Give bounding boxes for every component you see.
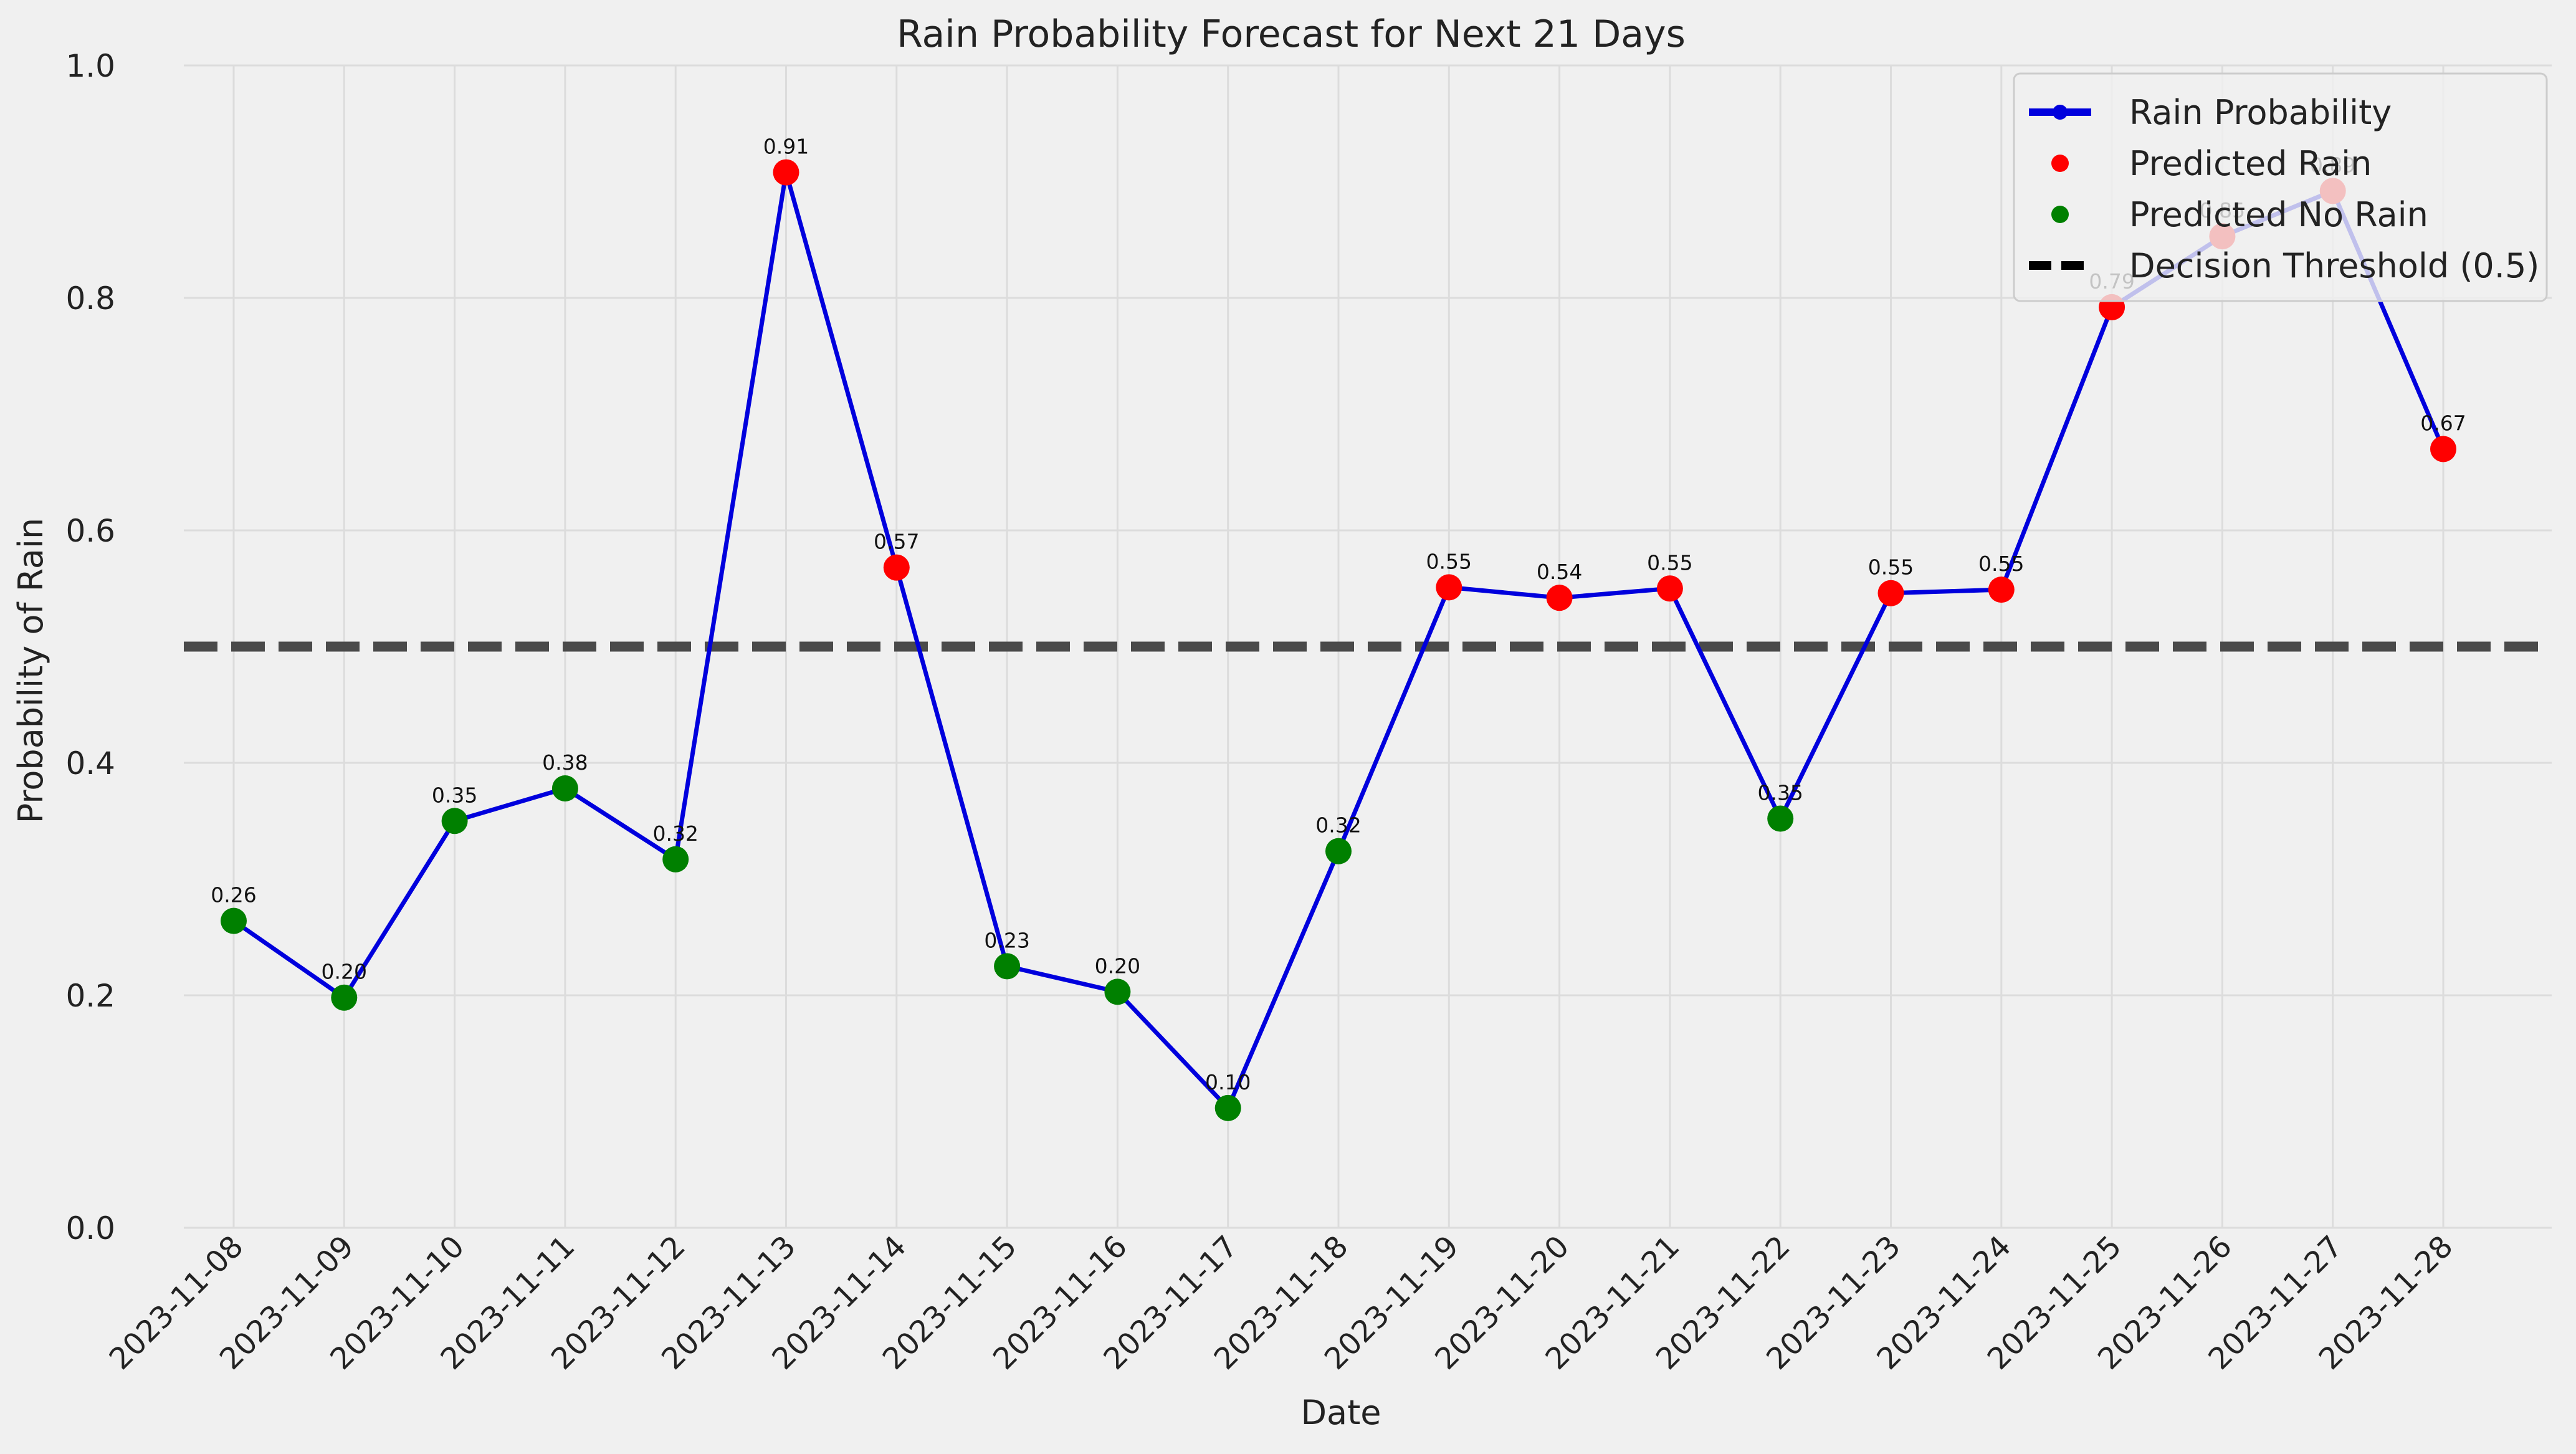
predicted-no-rain-point [551, 775, 578, 802]
predicted-no-rain-point [1214, 1094, 1241, 1121]
y-tick-label: 0.8 [65, 280, 115, 317]
data-point-label: 0.35 [1757, 781, 1803, 805]
data-point-label: 0.20 [322, 960, 367, 984]
legend: Rain Probability Predicted Rain Predicte… [2013, 72, 2548, 302]
data-point-label: 0.55 [1647, 550, 1692, 575]
predicted-no-rain-point [662, 846, 689, 873]
y-tick-label: 0.2 [65, 978, 115, 1014]
predicted-rain-point [1988, 576, 2015, 603]
predicted-rain-point [1877, 580, 1904, 606]
predicted-no-rain-point [1325, 838, 1352, 864]
data-point-label: 0.55 [1868, 555, 1914, 580]
data-point-label: 0.35 [432, 783, 477, 807]
data-point-label: 0.32 [652, 821, 698, 846]
predicted-rain-point [773, 159, 799, 186]
data-point-label: 0.55 [1426, 549, 1472, 573]
predicted-rain-point [1436, 574, 1462, 601]
predicted-no-rain-point [441, 808, 468, 835]
predicted-rain-point [2430, 436, 2456, 462]
data-point-label: 0.55 [1978, 552, 2024, 576]
data-point-label: 0.20 [1095, 954, 1140, 978]
data-point-label: 0.91 [763, 135, 809, 159]
y-axis-label: Probability of Rain [11, 518, 50, 823]
data-point-label: 0.26 [211, 883, 256, 907]
x-axis-ticks: 2023-11-082023-11-092023-11-102023-11-11… [103, 1229, 2460, 1377]
predicted-no-rain-point [221, 907, 247, 934]
y-axis-ticks: 0.0 0.2 0.4 0.6 0.8 1.0 [65, 48, 115, 1246]
predicted-rain-point [1656, 575, 1683, 602]
predicted-rain-point [883, 554, 910, 581]
y-tick-label: 0.0 [65, 1210, 115, 1246]
legend-entry-threshold: Decision Threshold (0.5) [2029, 246, 2539, 285]
x-axis-label: Date [1300, 1393, 1381, 1432]
legend-label: Predicted Rain [2129, 144, 2372, 183]
legend-label: Rain Probability [2129, 93, 2392, 132]
y-tick-label: 0.6 [65, 513, 115, 549]
data-point-label: 0.57 [874, 530, 919, 554]
predicted-no-rain-point [1104, 978, 1131, 1005]
chart-title: Rain Probability Forecast for Next 21 Da… [897, 12, 1686, 56]
data-point-label: 0.23 [984, 928, 1029, 952]
legend-line-marker [2053, 105, 2068, 120]
data-point-label: 0.54 [1537, 560, 1582, 584]
data-point-label: 0.67 [2420, 411, 2466, 435]
data-point-label: 0.32 [1315, 813, 1361, 838]
legend-entry-rain-probability: Rain Probability [2029, 93, 2392, 132]
legend-rain-marker [2051, 155, 2069, 172]
predicted-no-rain-point [994, 953, 1021, 980]
y-tick-label: 0.4 [65, 745, 115, 782]
data-point-label: 0.38 [542, 750, 588, 775]
data-point-label: 0.10 [1205, 1070, 1251, 1094]
legend-no-rain-marker [2051, 206, 2069, 223]
predicted-no-rain-point [1767, 805, 1794, 832]
predicted-rain-point [1546, 585, 1573, 611]
legend-label: Decision Threshold (0.5) [2129, 246, 2539, 285]
legend-label: Predicted No Rain [2129, 195, 2428, 234]
predicted-no-rain-point [331, 984, 358, 1011]
legend-entry-predicted-rain: Predicted Rain [2051, 144, 2372, 183]
legend-entry-predicted-no-rain: Predicted No Rain [2051, 195, 2428, 234]
y-tick-label: 1.0 [65, 48, 115, 84]
legend-box [2013, 72, 2548, 302]
